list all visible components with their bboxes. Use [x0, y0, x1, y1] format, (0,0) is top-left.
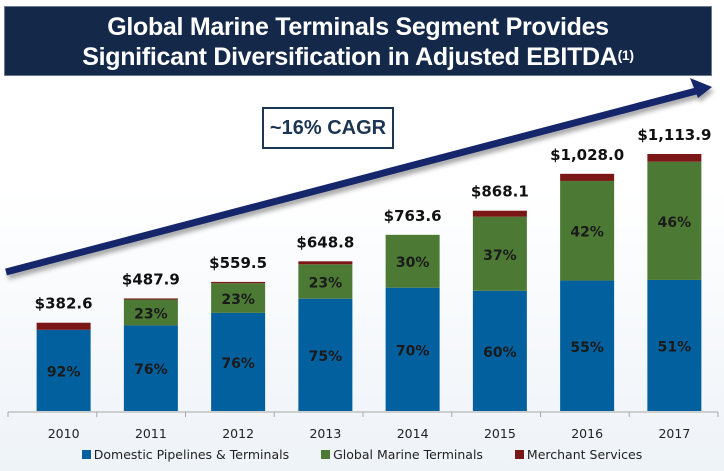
segment-label-global-marine-2016: 42%	[570, 225, 604, 241]
bar-segment-domestic-2013	[298, 298, 353, 411]
bar-segment-global-marine-2013	[298, 264, 353, 299]
segment-label-domestic-2013: 75%	[309, 349, 343, 365]
total-label-2016: $1,028.0	[550, 146, 624, 164]
total-label-2015: $868.1	[471, 183, 529, 201]
bar-segment-merchant-2017	[647, 154, 702, 162]
segment-label-domestic-2010: 92%	[47, 364, 81, 380]
bar-segment-global-marine-2016	[560, 180, 615, 281]
bar-segment-global-marine-2012	[211, 283, 266, 313]
x-tick-label-2013: 2013	[309, 426, 341, 441]
title-banner: Global Marine Terminals Segment Provides…	[4, 6, 712, 76]
bar-segment-global-marine-2017	[647, 161, 702, 280]
bar-segment-domestic-2014	[385, 287, 440, 411]
title-footnote-marker: (1)	[617, 47, 635, 63]
bar-segment-merchant-2015	[472, 210, 527, 217]
segment-label-domestic-2015: 60%	[483, 345, 517, 361]
legend-swatch-domestic	[81, 450, 91, 459]
segment-label-domestic-2014: 70%	[396, 343, 430, 359]
segment-label-global-marine-2013: 23%	[309, 276, 343, 292]
bar-segment-merchant-2016	[560, 173, 615, 181]
bar-segment-domestic-2016	[560, 280, 615, 411]
total-label-2014: $763.6	[384, 207, 442, 225]
legend-item-global-marine: Global Marine Terminals	[321, 447, 483, 462]
x-tick-label-2012: 2012	[222, 426, 254, 441]
total-label-2011: $487.9	[122, 270, 180, 288]
bar-segment-merchant-2012	[211, 281, 266, 284]
cagr-annotation: ~16% CAGR	[262, 107, 394, 149]
total-label-2010: $382.6	[35, 295, 93, 313]
x-tick-label-2010: 2010	[48, 426, 80, 441]
x-tick-label-2014: 2014	[397, 426, 429, 441]
segment-label-global-marine-2011: 23%	[134, 307, 168, 323]
segment-label-domestic-2011: 76%	[134, 362, 168, 378]
bar-segment-global-marine-2015	[472, 216, 527, 291]
title-line-2: Significant Diversification in Adjusted …	[5, 42, 711, 72]
legend-swatch-global-marine	[321, 450, 331, 459]
bar-segment-domestic-2017	[647, 279, 702, 411]
growth-arrow-head	[690, 78, 712, 98]
total-label-2013: $648.8	[296, 233, 354, 251]
segment-label-domestic-2016: 55%	[570, 340, 604, 356]
segment-label-global-marine-2017: 46%	[658, 215, 692, 231]
legend-label-global-marine: Global Marine Terminals	[333, 447, 483, 462]
bars-group: 92% $382.6 76% 23% $487.9 76% 23% $559.5 75% 23% $…	[35, 126, 711, 411]
bar-segment-global-marine-2014	[385, 234, 440, 288]
segment-label-global-marine-2015: 37%	[483, 248, 517, 264]
segment-label-global-marine-2014: 30%	[396, 255, 430, 271]
bar-segment-domestic-2010	[36, 329, 91, 411]
legend-label-domestic: Domestic Pipelines & Terminals	[93, 447, 290, 462]
total-label-2017: $1,113.9	[637, 126, 711, 144]
x-tick-label-2017: 2017	[658, 426, 690, 441]
x-tick-label-2016: 2016	[571, 426, 603, 441]
x-axis: 2010 2011 2012 2013 2014 2015 2016 2017	[7, 411, 719, 441]
bar-segment-domestic-2012	[211, 312, 266, 411]
segment-label-domestic-2017: 51%	[658, 339, 692, 355]
legend: Domestic Pipelines & Terminals Global Ma…	[0, 447, 724, 462]
legend-swatch-merchant	[514, 450, 524, 459]
growth-arrow	[5, 78, 712, 276]
title-line-1: Global Marine Terminals Segment Provides	[107, 13, 609, 41]
growth-arrow-shaft	[5, 86, 701, 276]
x-tick-label-2015: 2015	[484, 426, 516, 441]
bar-segment-domestic-2015	[472, 290, 527, 411]
legend-item-domestic: Domestic Pipelines & Terminals	[81, 447, 290, 462]
x-tick-label-2011: 2011	[135, 426, 167, 441]
bar-segment-merchant-2011	[123, 298, 178, 300]
segment-label-global-marine-2012: 23%	[221, 292, 255, 308]
bar-segment-merchant-2013	[298, 261, 353, 265]
bar-segment-domestic-2011	[123, 325, 178, 411]
legend-item-merchant: Merchant Services	[514, 447, 643, 462]
bar-segment-merchant-2010	[36, 322, 91, 330]
title-line-2-text: Significant Diversification in Adjusted …	[82, 43, 618, 71]
bar-segment-global-marine-2011	[123, 299, 178, 326]
segment-label-domestic-2012: 76%	[221, 356, 255, 372]
total-label-2012: $559.5	[209, 254, 267, 272]
legend-label-merchant: Merchant Services	[526, 447, 643, 462]
